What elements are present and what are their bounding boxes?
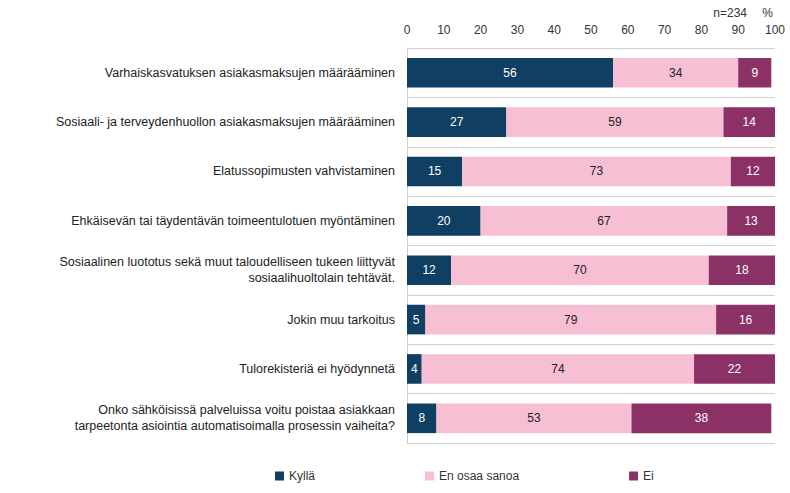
svg-text:38: 38 bbox=[695, 411, 709, 425]
svg-text:13: 13 bbox=[744, 214, 758, 228]
svg-text:70: 70 bbox=[573, 263, 587, 277]
svg-text:73: 73 bbox=[590, 164, 604, 178]
svg-text:74: 74 bbox=[551, 362, 565, 376]
svg-text:Kyllä: Kyllä bbox=[289, 469, 315, 483]
svg-text:Varhaiskasvatuksen asiakasmaks: Varhaiskasvatuksen asiakasmaksujen määrä… bbox=[105, 66, 395, 80]
svg-text:Ei: Ei bbox=[643, 469, 654, 483]
svg-text:Jokin muu tarkoitus: Jokin muu tarkoitus bbox=[287, 313, 395, 327]
svg-text:En osaa sanoa: En osaa sanoa bbox=[439, 469, 519, 483]
svg-text:59: 59 bbox=[608, 115, 622, 129]
svg-text:20: 20 bbox=[474, 23, 488, 37]
svg-text:Ehkäisevän tai täydentävän toi: Ehkäisevän tai täydentävän toimeentulotu… bbox=[71, 214, 395, 228]
svg-text:12: 12 bbox=[746, 164, 760, 178]
svg-text:90: 90 bbox=[732, 23, 746, 37]
svg-text:30: 30 bbox=[511, 23, 525, 37]
svg-text:22: 22 bbox=[728, 362, 742, 376]
svg-text:Sosiaali- ja terveydenhuollon: Sosiaali- ja terveydenhuollon asiakasmak… bbox=[56, 115, 395, 129]
svg-text:18: 18 bbox=[735, 263, 749, 277]
svg-text:4: 4 bbox=[411, 362, 418, 376]
svg-text:10: 10 bbox=[437, 23, 451, 37]
svg-text:34: 34 bbox=[669, 66, 683, 80]
svg-text:Tulorekisteriä ei hyödynnetä: Tulorekisteriä ei hyödynnetä bbox=[239, 362, 395, 376]
svg-text:14: 14 bbox=[743, 115, 757, 129]
svg-text:sosiaalihuoltolain tehtävät.: sosiaalihuoltolain tehtävät. bbox=[248, 271, 395, 285]
svg-text:60: 60 bbox=[621, 23, 635, 37]
svg-text:53: 53 bbox=[527, 411, 541, 425]
svg-text:16: 16 bbox=[739, 313, 753, 327]
svg-text:tarpeetonta asiointia automati: tarpeetonta asiointia automatisoimalla p… bbox=[75, 419, 395, 433]
svg-text:56: 56 bbox=[503, 66, 517, 80]
svg-text:40: 40 bbox=[548, 23, 562, 37]
svg-text:15: 15 bbox=[428, 164, 442, 178]
svg-text:5: 5 bbox=[413, 313, 420, 327]
svg-text:80: 80 bbox=[695, 23, 709, 37]
svg-text:8: 8 bbox=[418, 411, 425, 425]
svg-text:Onko sähköisissä palveluissa v: Onko sähköisissä palveluissa voitu poist… bbox=[98, 403, 395, 417]
svg-text:70: 70 bbox=[658, 23, 672, 37]
svg-text:50: 50 bbox=[584, 23, 598, 37]
svg-text:67: 67 bbox=[597, 214, 611, 228]
svg-text:n=234: n=234 bbox=[713, 6, 747, 20]
svg-text:9: 9 bbox=[751, 66, 758, 80]
svg-text:100: 100 bbox=[765, 23, 785, 37]
svg-text:Elatussopimusten vahvistaminen: Elatussopimusten vahvistaminen bbox=[213, 164, 395, 178]
svg-text:0: 0 bbox=[404, 23, 411, 37]
svg-text:%: % bbox=[762, 6, 773, 20]
svg-text:27: 27 bbox=[450, 115, 464, 129]
svg-text:Sosiaalinen luototus sekä muut: Sosiaalinen luototus sekä muut taloudell… bbox=[59, 255, 395, 269]
svg-text:79: 79 bbox=[564, 313, 578, 327]
svg-text:20: 20 bbox=[437, 214, 451, 228]
svg-text:12: 12 bbox=[422, 263, 436, 277]
